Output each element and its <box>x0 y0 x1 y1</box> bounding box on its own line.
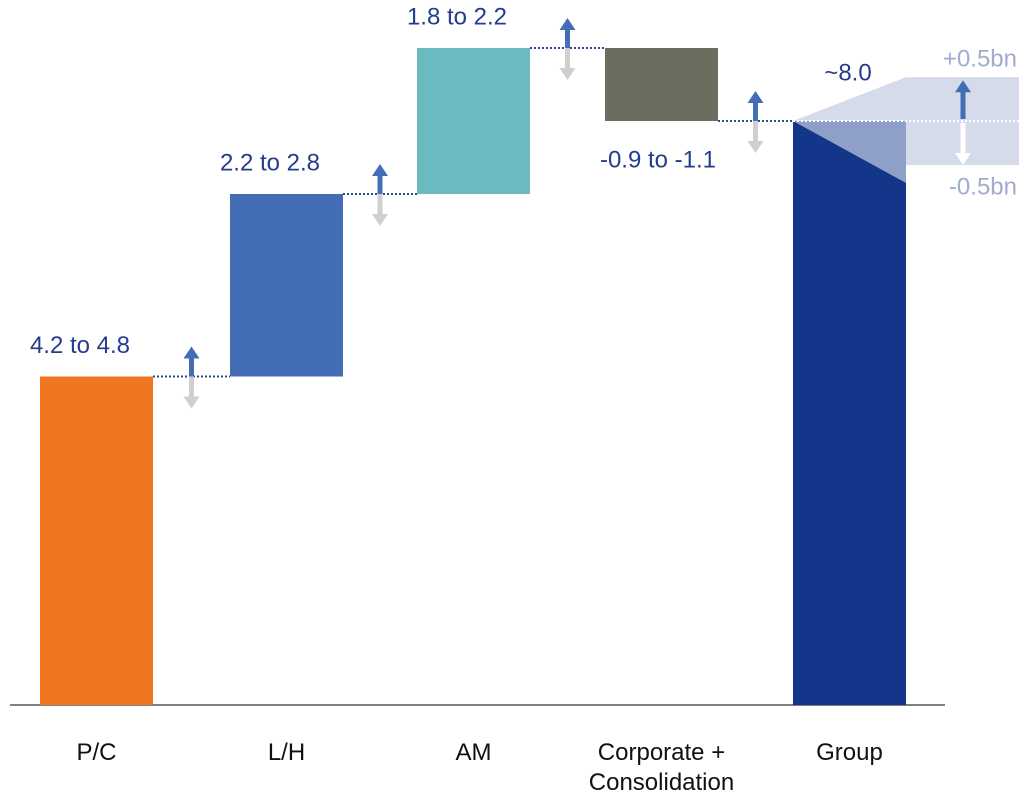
value-label: 2.2 to 2.8 <box>220 149 320 176</box>
bar <box>40 376 153 705</box>
range-arrow <box>559 18 576 48</box>
value-label: -0.9 to -1.1 <box>600 146 716 173</box>
x-tick-label: AM <box>455 739 492 766</box>
range-arrow <box>183 376 200 409</box>
range-arrow <box>372 164 388 194</box>
x-tick-label: Corporate + Consolidation <box>588 739 735 796</box>
arrow-head <box>183 396 200 409</box>
arrow-head <box>955 80 971 93</box>
arrow-head <box>955 153 971 166</box>
arrow-head <box>372 164 388 176</box>
range-arrow <box>955 123 971 166</box>
arrow-head <box>183 346 200 359</box>
bar <box>793 121 906 705</box>
arrow-head <box>559 68 576 80</box>
range-arrow <box>747 91 764 121</box>
x-tick-label: Group <box>816 739 883 766</box>
arrow-head <box>372 214 388 226</box>
range-arrow <box>372 194 388 226</box>
range-arrow <box>183 346 200 377</box>
bar <box>605 48 718 121</box>
value-label: ~8.0 <box>824 59 871 86</box>
range-upper <box>793 77 906 121</box>
value-label: 1.8 to 2.2 <box>407 3 507 30</box>
x-tick-label: L/H <box>267 739 306 766</box>
range-lower <box>793 121 906 184</box>
bar <box>230 194 343 377</box>
range-label: -0.5bn <box>949 173 1017 200</box>
arrow-head <box>747 141 764 153</box>
range-arrow <box>955 80 971 119</box>
range-label: +0.5bn <box>943 46 1017 73</box>
value-label: 4.2 to 4.8 <box>30 332 130 359</box>
range-arrow <box>559 48 576 80</box>
arrow-head <box>559 18 576 30</box>
arrow-head <box>747 91 764 103</box>
bar <box>417 48 530 194</box>
x-tick-label: P/C <box>76 739 117 766</box>
range-arrow <box>747 121 764 153</box>
